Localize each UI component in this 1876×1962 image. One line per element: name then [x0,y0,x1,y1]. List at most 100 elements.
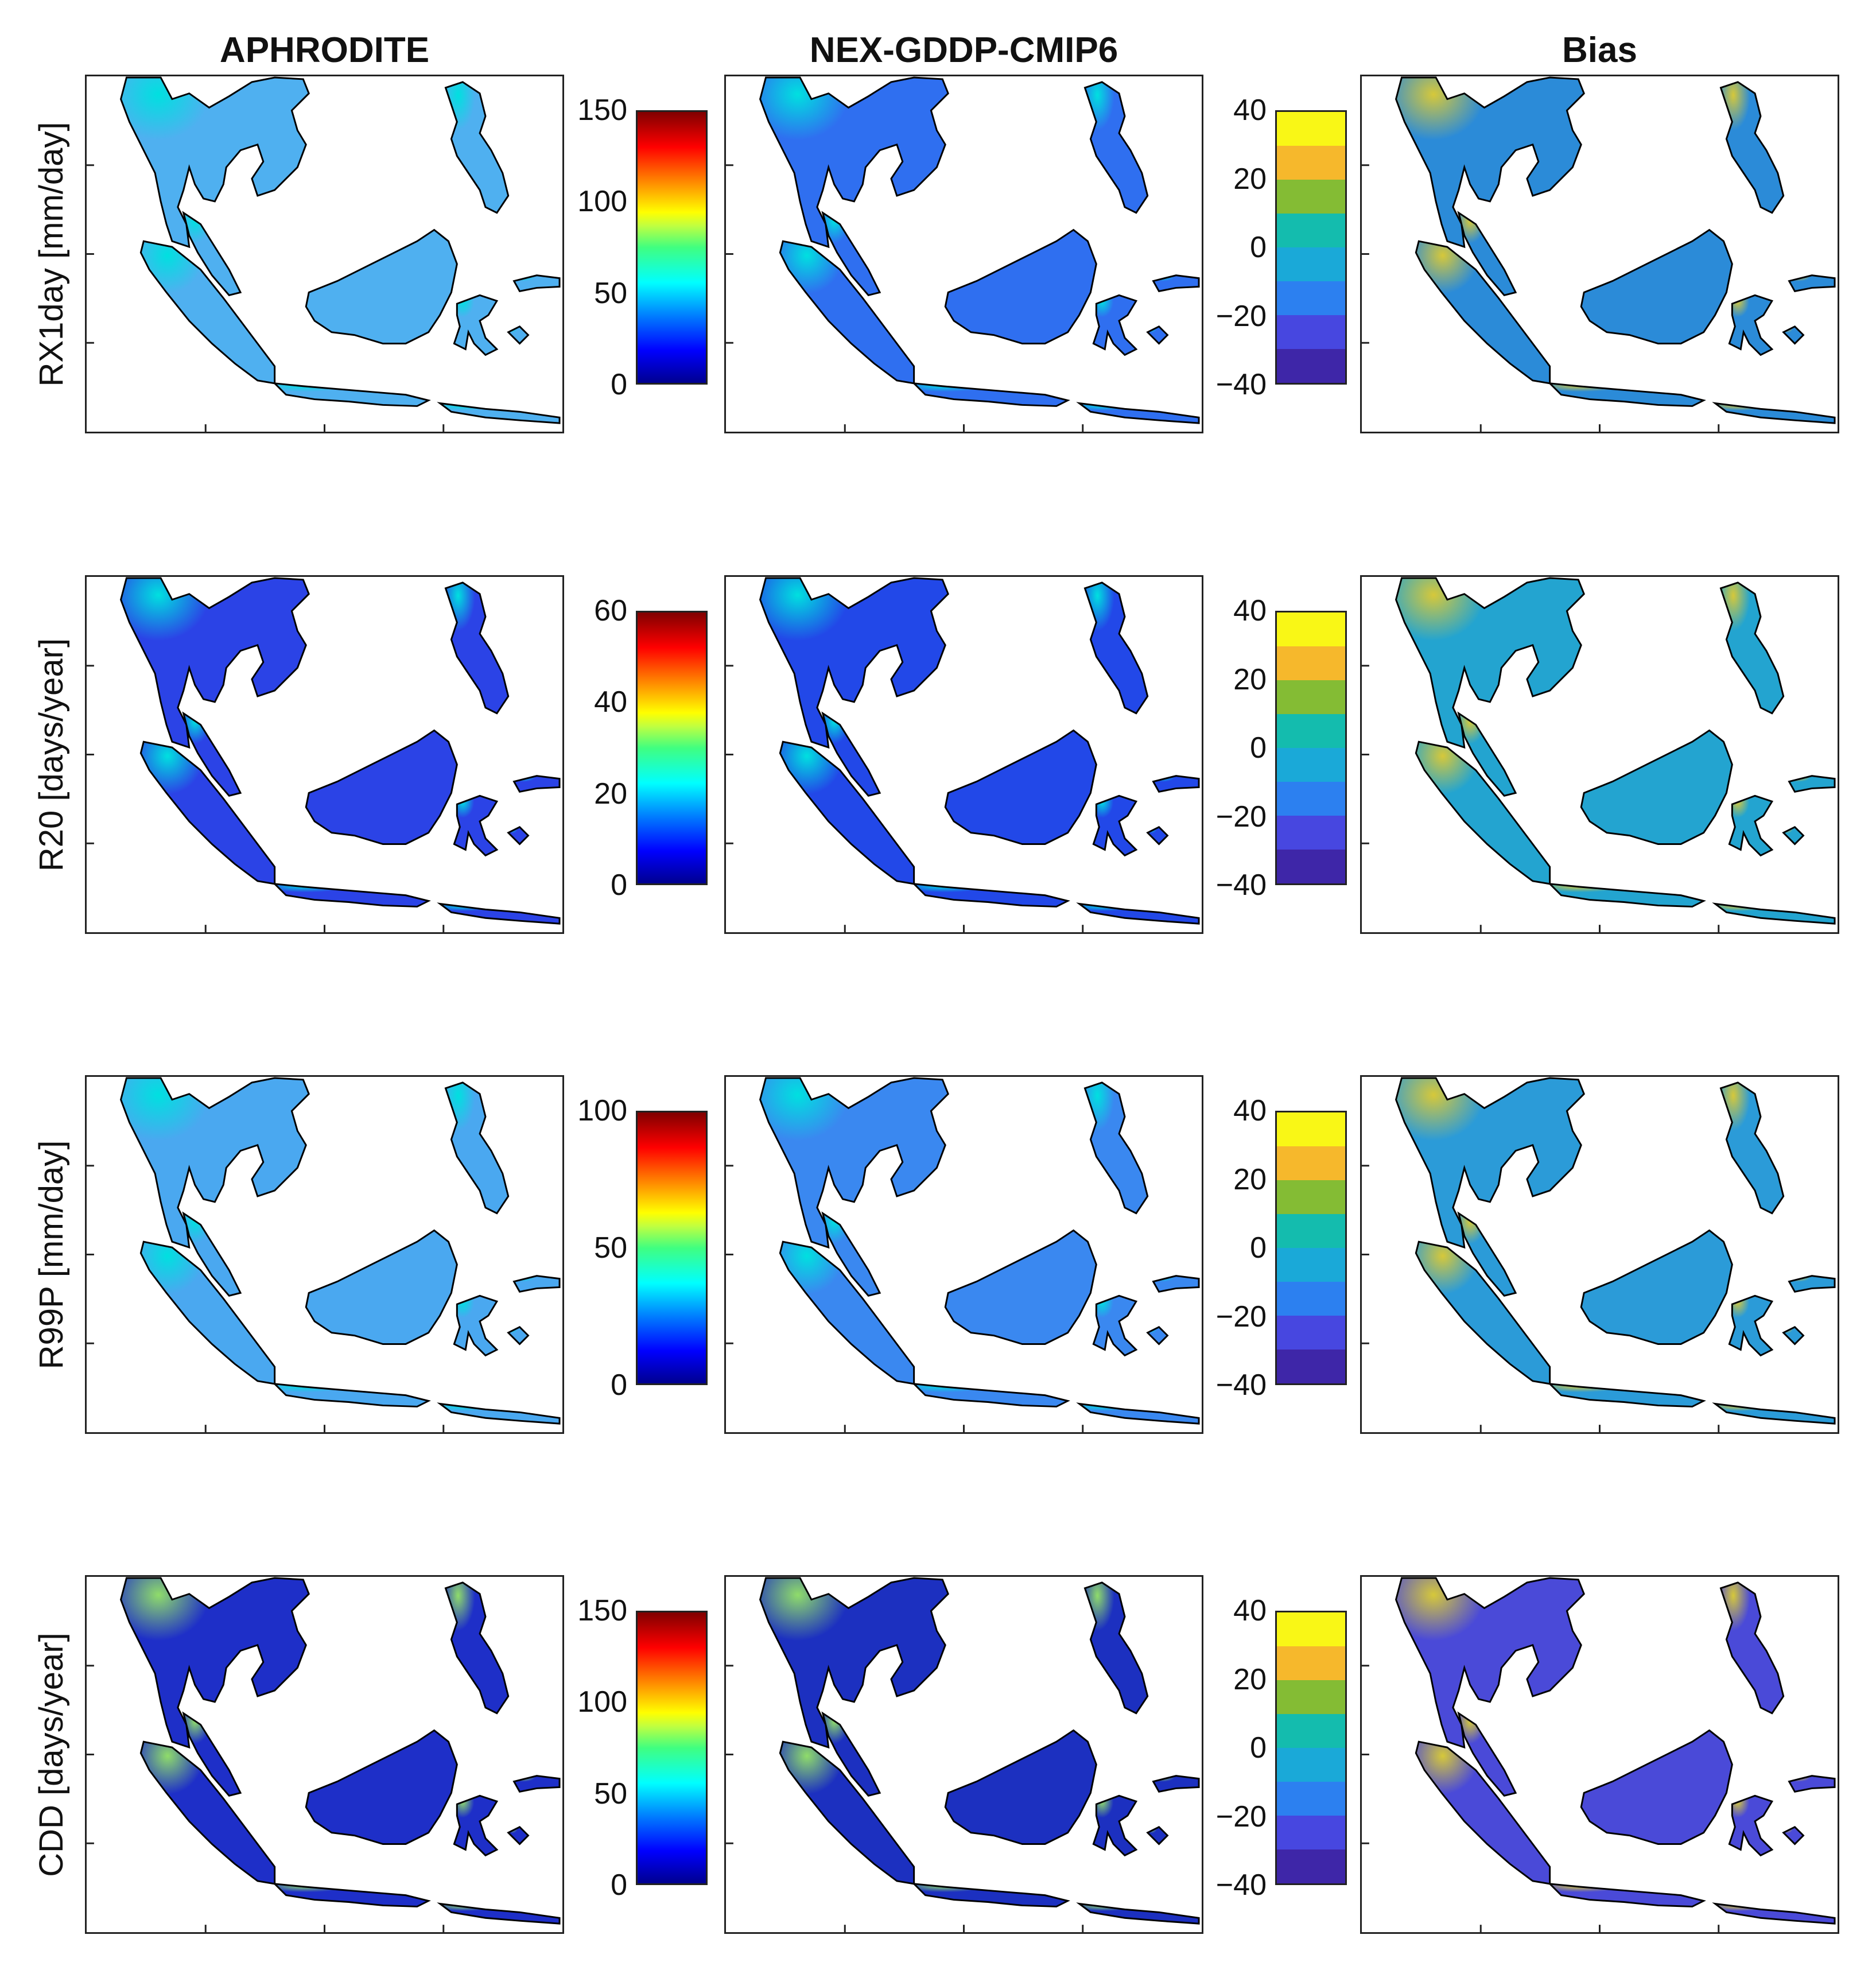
land-eastisl [1152,274,1200,293]
land-sumatra [1415,740,1551,885]
colorbar-tick-label: −40 [1215,1868,1267,1902]
land-eastisl [1788,1275,1836,1293]
land-islands [1712,1402,1836,1425]
land-java [1547,382,1706,407]
map-panel-nex-gddp-cmip6-row3 [724,1075,1203,1434]
land-islands [1076,402,1200,424]
land-borneo [944,228,1097,344]
colorbar-tick-label: 40 [594,685,627,719]
land-pen [821,1711,881,1797]
land-java [272,882,431,908]
land-mainland [120,1577,310,1749]
map-svg [726,1077,1200,1432]
map-panel-nex-gddp-cmip6-row2 [724,575,1203,934]
land-phil [1719,1581,1785,1715]
land-mainland [759,76,949,249]
land-pen [821,211,881,296]
land-eastisl2 [1146,825,1169,846]
land-phil [444,1581,510,1715]
colorbar-bias-row1 [1275,110,1347,385]
land-java [911,1882,1070,1907]
colorbar-tick-label: 0 [611,1368,627,1402]
row-label-4: CDD [days/year] [33,1632,70,1877]
map-panel-bias-row3 [1360,1075,1839,1434]
colorbar-bias-row4 [1275,1611,1347,1885]
colorbar-tick-label: −20 [1215,1300,1267,1333]
land-islands [1076,1902,1200,1925]
colorbar-tick-label: 60 [594,594,627,627]
land-sula [1728,1294,1774,1357]
land-mainland [1395,76,1585,249]
land-mainland [1395,1577,1585,1749]
map-svg [87,76,561,432]
land-sumatra [1415,1240,1551,1385]
land-java [1547,1882,1706,1907]
land-sula [1092,1794,1138,1857]
land-mainland [120,1077,310,1249]
land-sumatra [779,740,915,885]
land-sula [1728,294,1774,356]
land-borneo [305,729,458,845]
colorbar-tick-label: 20 [1233,662,1267,696]
map-svg [1362,577,1836,932]
land-phil [444,581,510,715]
row-label-1: RX1day [mm/day] [33,122,70,386]
land-java [272,1382,431,1407]
land-islands [1076,902,1200,925]
land-mainland [759,1577,949,1749]
col-title-aphrodite: APHRODITE [219,30,430,70]
land-eastisl2 [1146,1325,1169,1346]
land-phil [1083,581,1149,715]
colorbar-tick-label: 150 [577,1594,627,1627]
land-sula [1092,294,1138,356]
land-sula [453,1794,499,1857]
land-phil [1083,1581,1149,1715]
row-label-2: R20 [days/year] [33,638,70,871]
land-islands [1712,1902,1836,1925]
land-sumatra [779,1240,915,1385]
map-svg [1362,1077,1836,1432]
land-borneo [1580,729,1733,845]
land-java [911,882,1070,908]
land-sula [453,794,499,857]
land-mainland [759,577,949,749]
land-java [272,382,431,407]
colorbar-tick-label: 0 [1250,231,1267,264]
land-eastisl [1788,1775,1836,1793]
colorbar-tick-label: 50 [594,276,627,310]
colorbar-tick-label: −20 [1215,299,1267,333]
land-islands [437,1902,561,1925]
land-eastisl [512,1775,561,1793]
land-borneo [305,1729,458,1845]
land-mainland [759,1077,949,1249]
land-sumatra [139,1740,276,1885]
land-phil [1719,581,1785,715]
colorbar-tick-label: 20 [1233,1662,1267,1696]
colorbar-tick-label: −20 [1215,800,1267,833]
land-pen [182,211,242,296]
colorbar-observed-row1 [636,110,708,385]
land-eastisl2 [507,1325,530,1346]
land-borneo [305,1229,458,1345]
colorbar-tick-label: −40 [1215,868,1267,902]
land-pen [182,1211,242,1297]
colorbar-tick-label: 100 [577,1094,627,1127]
colorbar-tick-label: 50 [594,1777,627,1810]
land-borneo [1580,1229,1733,1345]
land-java [272,1882,431,1907]
land-java [1547,882,1706,908]
land-islands [1076,1402,1200,1425]
colorbar-tick-label: −40 [1215,368,1267,401]
row-label-3: R99P [mm/day] [33,1140,70,1369]
land-phil [1719,81,1785,214]
land-eastisl2 [1146,1825,1169,1845]
colorbar-tick-label: 0 [611,368,627,401]
land-pen [821,711,881,797]
map-panel-bias-row1 [1360,75,1839,433]
land-eastisl [1788,775,1836,793]
col-title-bias: Bias [1562,30,1637,70]
colorbar-tick-label: 20 [594,777,627,811]
colorbar-tick-label: 20 [1233,162,1267,196]
map-svg [1362,76,1836,432]
